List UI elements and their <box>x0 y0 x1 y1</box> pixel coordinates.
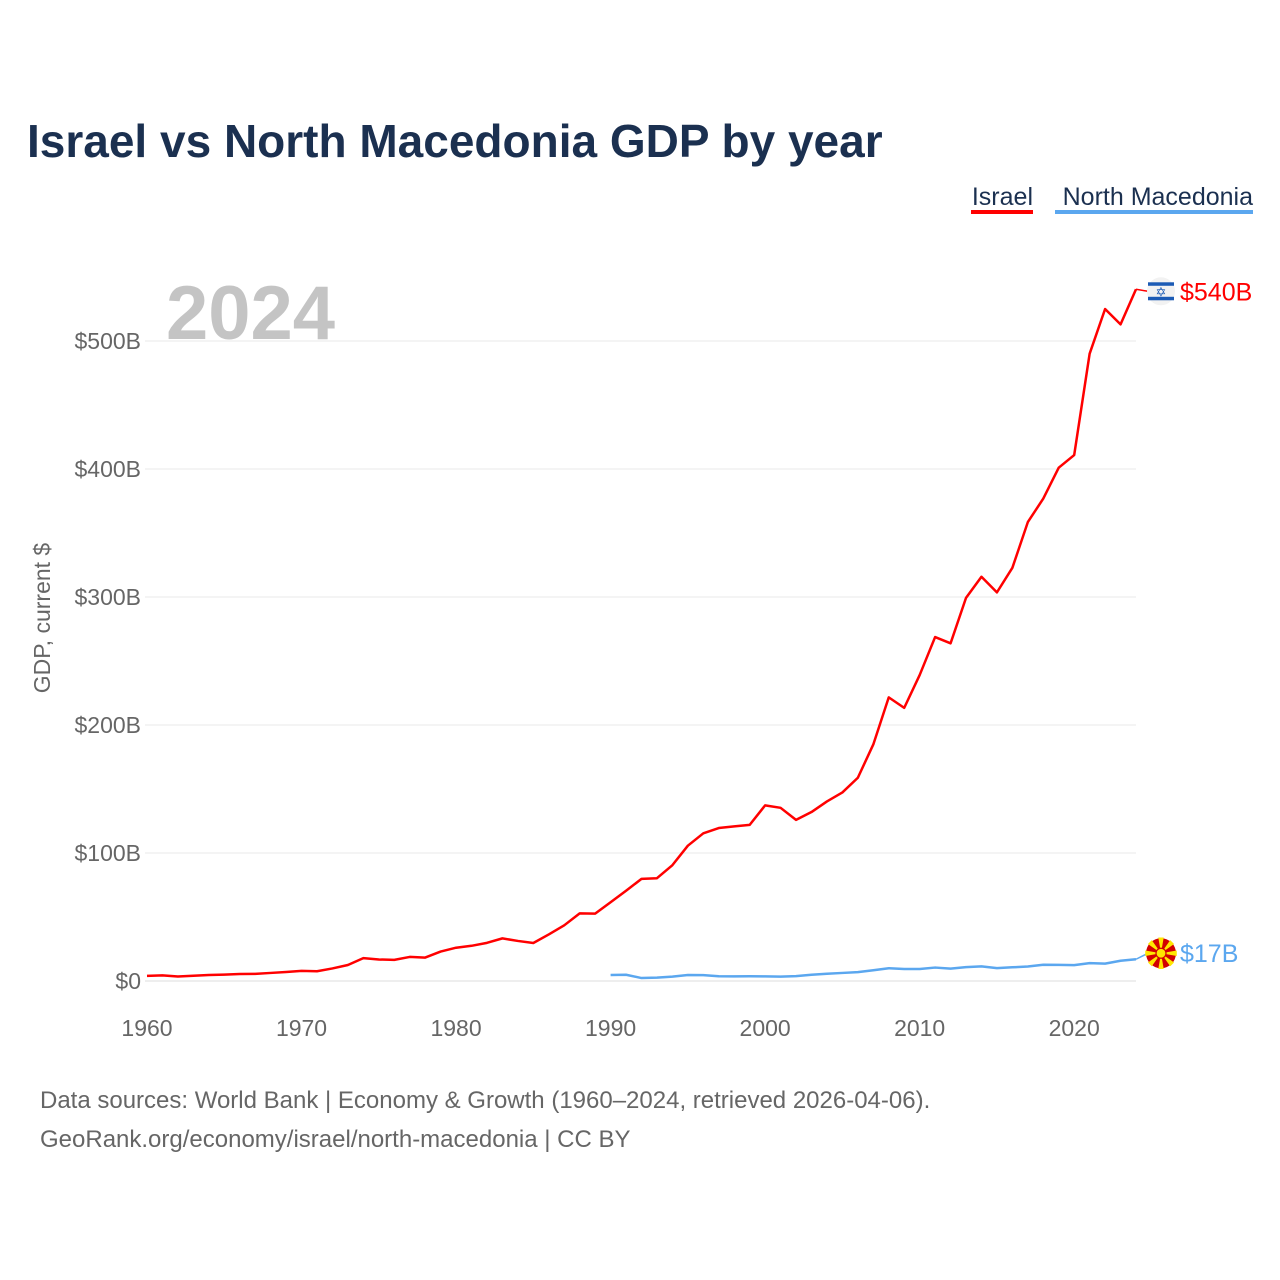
y-tick-label: $200B <box>74 712 141 738</box>
legend: Israel North Macedonia <box>971 183 1253 214</box>
y-axis-label: GDP, current $ <box>29 543 55 694</box>
x-tick-label: 2010 <box>894 1015 945 1041</box>
x-tick-label: 2000 <box>740 1015 791 1041</box>
y-tick-label: $100B <box>74 840 141 866</box>
y-tick-label: $300B <box>74 584 141 610</box>
y-tick-label: $0 <box>115 968 141 994</box>
legend-north-macedonia[interactable]: North Macedonia <box>1063 183 1253 211</box>
footer-attribution[interactable]: GeoRank.org/economy/israel/north-macedon… <box>40 1126 631 1153</box>
israel-flag-icon: ✡ <box>1147 277 1175 306</box>
y-tick-label: $400B <box>74 456 141 482</box>
year-watermark: 2024 <box>166 271 335 356</box>
chart-title: Israel vs North Macedonia GDP by year <box>27 115 883 167</box>
x-tick-label: 1970 <box>276 1015 327 1041</box>
legend-north-macedonia-swatch <box>1055 210 1253 214</box>
end-value-label: $540B <box>1180 278 1252 306</box>
legend-israel[interactable]: Israel <box>972 183 1033 211</box>
legend-israel-swatch <box>971 210 1033 214</box>
svg-text:✡: ✡ <box>1156 284 1167 299</box>
series-line-israel <box>146 288 1138 978</box>
y-tick-label: $500B <box>74 328 141 354</box>
north-macedonia-flag-icon <box>1145 937 1177 970</box>
series-line-north-macedonia <box>610 957 1137 980</box>
end-connector <box>1135 288 1149 293</box>
end-value-label: $17B <box>1180 940 1238 968</box>
x-tick-label: 2020 <box>1049 1015 1100 1041</box>
x-tick-label: 1980 <box>430 1015 481 1041</box>
footer-sources: Data sources: World Bank | Economy & Gro… <box>40 1087 930 1114</box>
x-tick-label: 1990 <box>585 1015 636 1041</box>
x-tick-label: 1960 <box>121 1015 172 1041</box>
